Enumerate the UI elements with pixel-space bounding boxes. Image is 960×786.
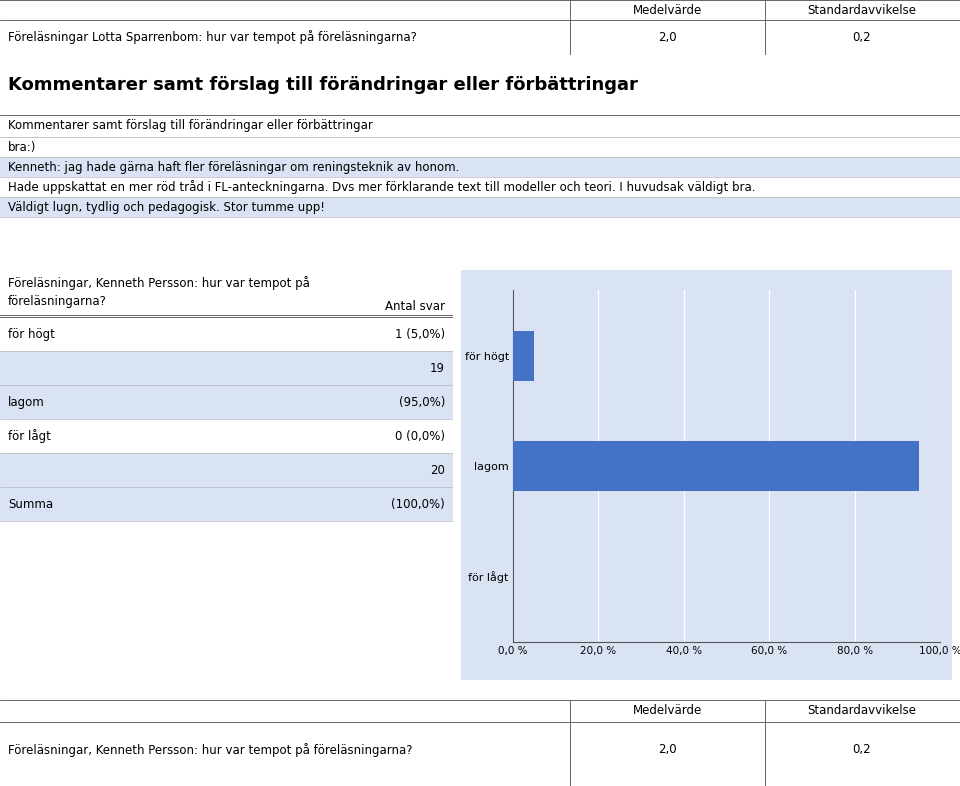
Text: Föreläsningar Lotta Sparrenbom: hur var tempot på föreläsningarna?: Föreläsningar Lotta Sparrenbom: hur var … bbox=[8, 30, 417, 44]
Text: Medelvärde: Medelvärde bbox=[633, 704, 702, 718]
Text: Summa: Summa bbox=[8, 498, 53, 510]
Text: Kenneth: jag hade gärna haft fler föreläsningar om reningsteknik av honom.: Kenneth: jag hade gärna haft fler förelä… bbox=[8, 160, 460, 174]
Text: föreläsningarna?: föreläsningarna? bbox=[8, 295, 107, 307]
Bar bbox=[513, 331, 535, 380]
Text: 0,2: 0,2 bbox=[852, 744, 872, 756]
Text: Föreläsningar, Kenneth Persson: hur var tempot på: Föreläsningar, Kenneth Persson: hur var … bbox=[8, 276, 310, 290]
Text: 2,0: 2,0 bbox=[658, 31, 676, 43]
Text: (100,0%): (100,0%) bbox=[392, 498, 445, 510]
Bar bbox=[0, 197, 960, 217]
Text: Kommentarer samt förslag till förändringar eller förbättringar: Kommentarer samt förslag till förändring… bbox=[8, 119, 372, 133]
Bar bbox=[0, 453, 453, 487]
Text: bra:): bra:) bbox=[8, 141, 36, 153]
Text: 1 (5,0%): 1 (5,0%) bbox=[395, 328, 445, 340]
Bar bbox=[0, 157, 960, 177]
Text: lagom: lagom bbox=[8, 395, 45, 409]
Bar bbox=[0, 351, 453, 385]
Text: för högt: för högt bbox=[8, 328, 55, 340]
Text: Kommentarer samt förslag till förändringar eller förbättringar: Kommentarer samt förslag till förändring… bbox=[8, 76, 637, 94]
Text: Antal svar: Antal svar bbox=[385, 299, 445, 313]
Bar bbox=[0, 385, 453, 419]
Text: 20: 20 bbox=[430, 464, 445, 476]
Text: för lågt: för lågt bbox=[8, 429, 51, 443]
Text: Väldigt lugn, tydlig och pedagogisk. Stor tumme upp!: Väldigt lugn, tydlig och pedagogisk. Sto… bbox=[8, 200, 324, 214]
Bar bbox=[0, 487, 453, 521]
Text: Standardavvikelse: Standardavvikelse bbox=[807, 704, 917, 718]
Text: 0,2: 0,2 bbox=[852, 31, 872, 43]
Text: 19: 19 bbox=[430, 362, 445, 374]
Text: 0 (0,0%): 0 (0,0%) bbox=[395, 429, 445, 443]
Bar bbox=[513, 441, 919, 490]
Text: Medelvärde: Medelvärde bbox=[633, 3, 702, 17]
Text: (95,0%): (95,0%) bbox=[398, 395, 445, 409]
FancyBboxPatch shape bbox=[459, 268, 954, 682]
Text: Föreläsningar, Kenneth Persson: hur var tempot på föreläsningarna?: Föreläsningar, Kenneth Persson: hur var … bbox=[8, 743, 413, 757]
Text: Hade uppskattat en mer röd tråd i FL-anteckningarna. Dvs mer förklarande text ti: Hade uppskattat en mer röd tråd i FL-ant… bbox=[8, 180, 756, 194]
Text: 2,0: 2,0 bbox=[658, 744, 676, 756]
Text: Standardavvikelse: Standardavvikelse bbox=[807, 3, 917, 17]
